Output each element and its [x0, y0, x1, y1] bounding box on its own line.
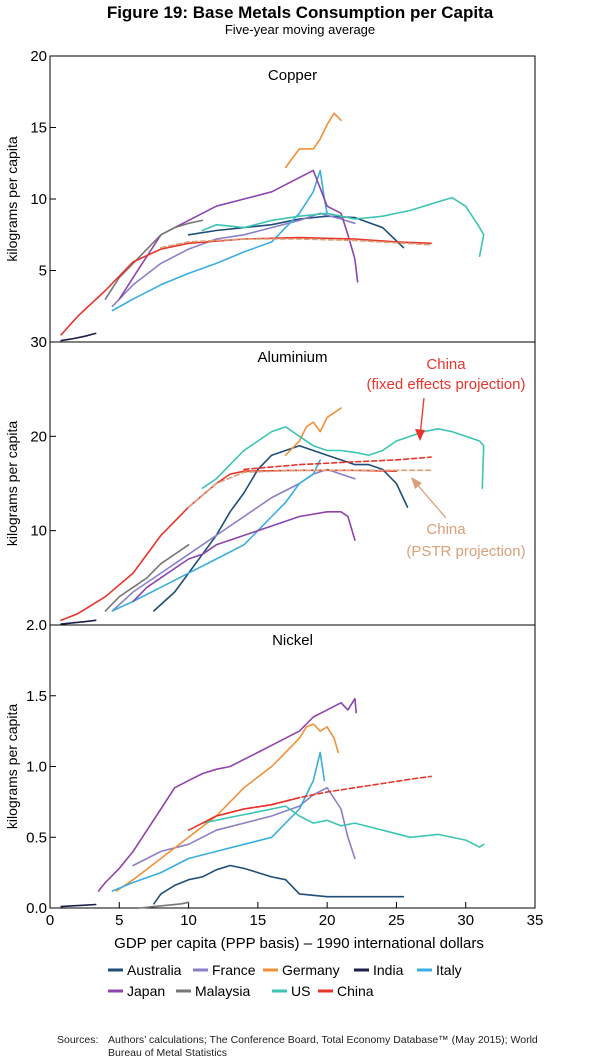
- nickel-series-china-fixed-effects-projection: [215, 775, 432, 817]
- copper-series-australia: [187, 215, 405, 249]
- copper-y-tick-label: 5: [39, 263, 47, 280]
- copper-panel: Copper 5 10 15 20 kilograms per capita: [4, 48, 536, 343]
- x-tick-label: 0: [46, 912, 54, 929]
- annotation-pstr-sublabel: (PSTR projection): [406, 543, 525, 560]
- copper-series-us: [201, 196, 485, 257]
- x-tick-label: 35: [527, 912, 544, 929]
- nickel-panel: Nickel 0.0 0.5 1.0 1.5 2.0 kilograms per capit…: [4, 617, 543, 929]
- nickel-y-tick-label: 0.5: [26, 829, 47, 846]
- aluminium-series-india: [60, 619, 97, 625]
- x-tick-label: 30: [457, 912, 474, 929]
- nickel-plot-frame: [49, 624, 536, 909]
- aluminium-y-axis-label: kilograms per capita: [4, 421, 20, 546]
- aluminium-series-china-pstr-projection: [187, 469, 432, 508]
- nickel-y-tick-label: 1.0: [26, 759, 47, 776]
- legend-item-us: US: [272, 983, 310, 999]
- legend-label-malaysia: Malaysia: [195, 983, 250, 999]
- x-tick-label: 5: [115, 912, 123, 929]
- aluminium-y-tick-label: 30: [30, 334, 47, 351]
- aluminium-series-italy: [111, 459, 321, 612]
- x-tick-label: 20: [319, 912, 336, 929]
- aluminium-y-tick-label: 20: [30, 428, 47, 445]
- copper-series-india: [60, 332, 97, 342]
- legend-label-japan: Japan: [127, 983, 165, 999]
- aluminium-panel: Aluminium 10 20 30 kilograms per capita China…: [4, 334, 536, 626]
- nickel-y-tick-label: 2.0: [26, 617, 47, 634]
- sources-line-2: Bureau of Metal Statistics: [108, 1047, 227, 1059]
- nickel-y-axis-label: kilograms per capita: [4, 704, 20, 829]
- figure-title: Figure 19: Base Metals Consumption per C…: [107, 3, 494, 22]
- figure-subtitle: Five-year moving average: [225, 22, 375, 37]
- sources-label: Sources:: [57, 1034, 98, 1046]
- legend-item-germany: Germany: [263, 962, 340, 978]
- sources-line-1: Authors’ calculations; The Conference Bo…: [108, 1034, 538, 1046]
- copper-y-tick-label: 15: [30, 120, 47, 137]
- aluminium-series-france: [111, 468, 356, 612]
- copper-series-italy: [111, 169, 328, 312]
- annotation-pstr-label: China: [426, 521, 466, 538]
- annotation-fixed-effects-sublabel: (fixed effects projection): [367, 376, 526, 393]
- legend-item-india: India: [354, 962, 404, 978]
- nickel-series-malaysia: [139, 901, 190, 909]
- x-tick-label: 25: [388, 912, 405, 929]
- legend-item-china: China: [318, 983, 374, 999]
- legend-item-france: France: [193, 962, 256, 978]
- annotation-pstr-arrow-line: [414, 481, 447, 519]
- legend-label-us: US: [291, 983, 310, 999]
- nickel-series-group: [60, 697, 485, 909]
- copper-series-japan: [118, 169, 359, 300]
- annotation-fixed-effects-label: China: [426, 356, 466, 373]
- legend-label-france: France: [212, 962, 256, 978]
- nickel-series-australia: [153, 864, 405, 905]
- nickel-series-italy: [111, 751, 326, 892]
- nickel-series-germany: [115, 723, 339, 892]
- legend-item-italy: Italy: [417, 962, 462, 978]
- aluminium-series-malaysia: [104, 544, 190, 612]
- copper-series-group: [60, 112, 485, 342]
- annotation-pstr-arrowhead: [411, 477, 422, 489]
- x-axis-label: GDP per capita (PPP basis) – 1990 intern…: [114, 935, 484, 952]
- copper-series-malaysia: [104, 219, 204, 300]
- aluminium-series-china-fixed-effects-projection: [243, 456, 432, 471]
- aluminium-series-china: [60, 469, 398, 622]
- legend-label-india: India: [373, 962, 404, 978]
- legend-label-germany: Germany: [282, 962, 340, 978]
- copper-y-tick-label: 10: [30, 191, 47, 208]
- copper-y-tick-label: 20: [30, 48, 47, 65]
- legend-item-japan: Japan: [108, 983, 165, 999]
- annotation-fixed-effects-arrowhead: [415, 429, 425, 441]
- legend: Australia France Germany India Italy Japan Mal…: [108, 962, 462, 999]
- nickel-series-japan: [97, 697, 357, 892]
- nickel-y-tick-label: 1.5: [26, 688, 47, 705]
- nickel-series-us: [201, 805, 485, 848]
- copper-series-germany: [284, 112, 342, 169]
- copper-series-china: [60, 236, 432, 336]
- copper-series-china-pstr-projection: [160, 238, 432, 249]
- nickel-y-tick-label: 0.0: [26, 900, 47, 917]
- nickel-series-france: [132, 786, 356, 867]
- nickel-series-india: [60, 903, 97, 908]
- legend-label-china: China: [337, 983, 374, 999]
- aluminium-series-japan: [132, 511, 356, 603]
- legend-item-malaysia: Malaysia: [176, 983, 250, 999]
- copper-series-france: [111, 212, 356, 308]
- aluminium-panel-title: Aluminium: [257, 349, 327, 366]
- legend-item-australia: Australia: [108, 962, 182, 978]
- aluminium-y-tick-label: 10: [30, 523, 47, 540]
- x-tick-label: 10: [180, 912, 197, 929]
- copper-y-axis-label: kilograms per capita: [4, 136, 20, 261]
- x-tick-label: 15: [250, 912, 267, 929]
- copper-panel-title: Copper: [268, 67, 317, 84]
- legend-label-australia: Australia: [127, 962, 182, 978]
- copper-plot-frame: [49, 55, 536, 343]
- aluminium-series-germany: [284, 407, 342, 456]
- aluminium-series-group: [60, 407, 485, 625]
- aluminium-series-us: [201, 426, 485, 489]
- legend-label-italy: Italy: [436, 962, 462, 978]
- nickel-panel-title: Nickel: [272, 632, 313, 649]
